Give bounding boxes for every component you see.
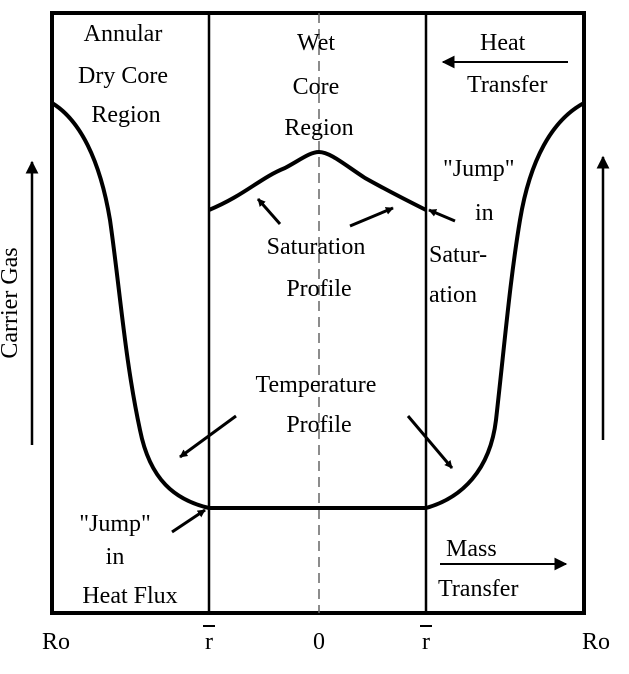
carrier-gas-label: Carrier Gas [0,247,23,358]
axis-label-rbar-right: r [422,629,430,655]
axis-label-rbar-left: r [205,629,213,655]
temperature-pointer-left [179,414,237,459]
heat-transfer-label: Heat Transfer [467,30,547,98]
jump-heat-flux-pointer [171,508,206,534]
saturation-pointer-left [256,198,282,225]
saturation-profile-curve [208,149,427,212]
jump-heat-flux-label: "Jump" in Heat Flux [79,511,177,609]
annular-region-label: Annular Dry Core Region [78,21,174,128]
temperature-pointer-right [406,415,454,469]
saturation-profile-label: Saturation Profile [267,234,372,302]
jump-saturation-label: "Jump" in Satur- ation [429,156,521,308]
axis-label-ro-right: Ro [582,629,610,655]
jump-saturation-pointer [428,208,456,223]
wet-core-region-label: Wet Core Region [284,30,353,141]
mass-transfer-label: Mass Transfer [438,536,518,602]
saturation-pointer-right [349,206,394,228]
outer-frame [50,11,586,615]
axis-label-ro-left: Ro [42,629,70,655]
axis-label-center: 0 [313,629,325,655]
temperature-profile-label: Temperature Profile [256,372,383,438]
temperature-profile-curve [50,101,585,510]
